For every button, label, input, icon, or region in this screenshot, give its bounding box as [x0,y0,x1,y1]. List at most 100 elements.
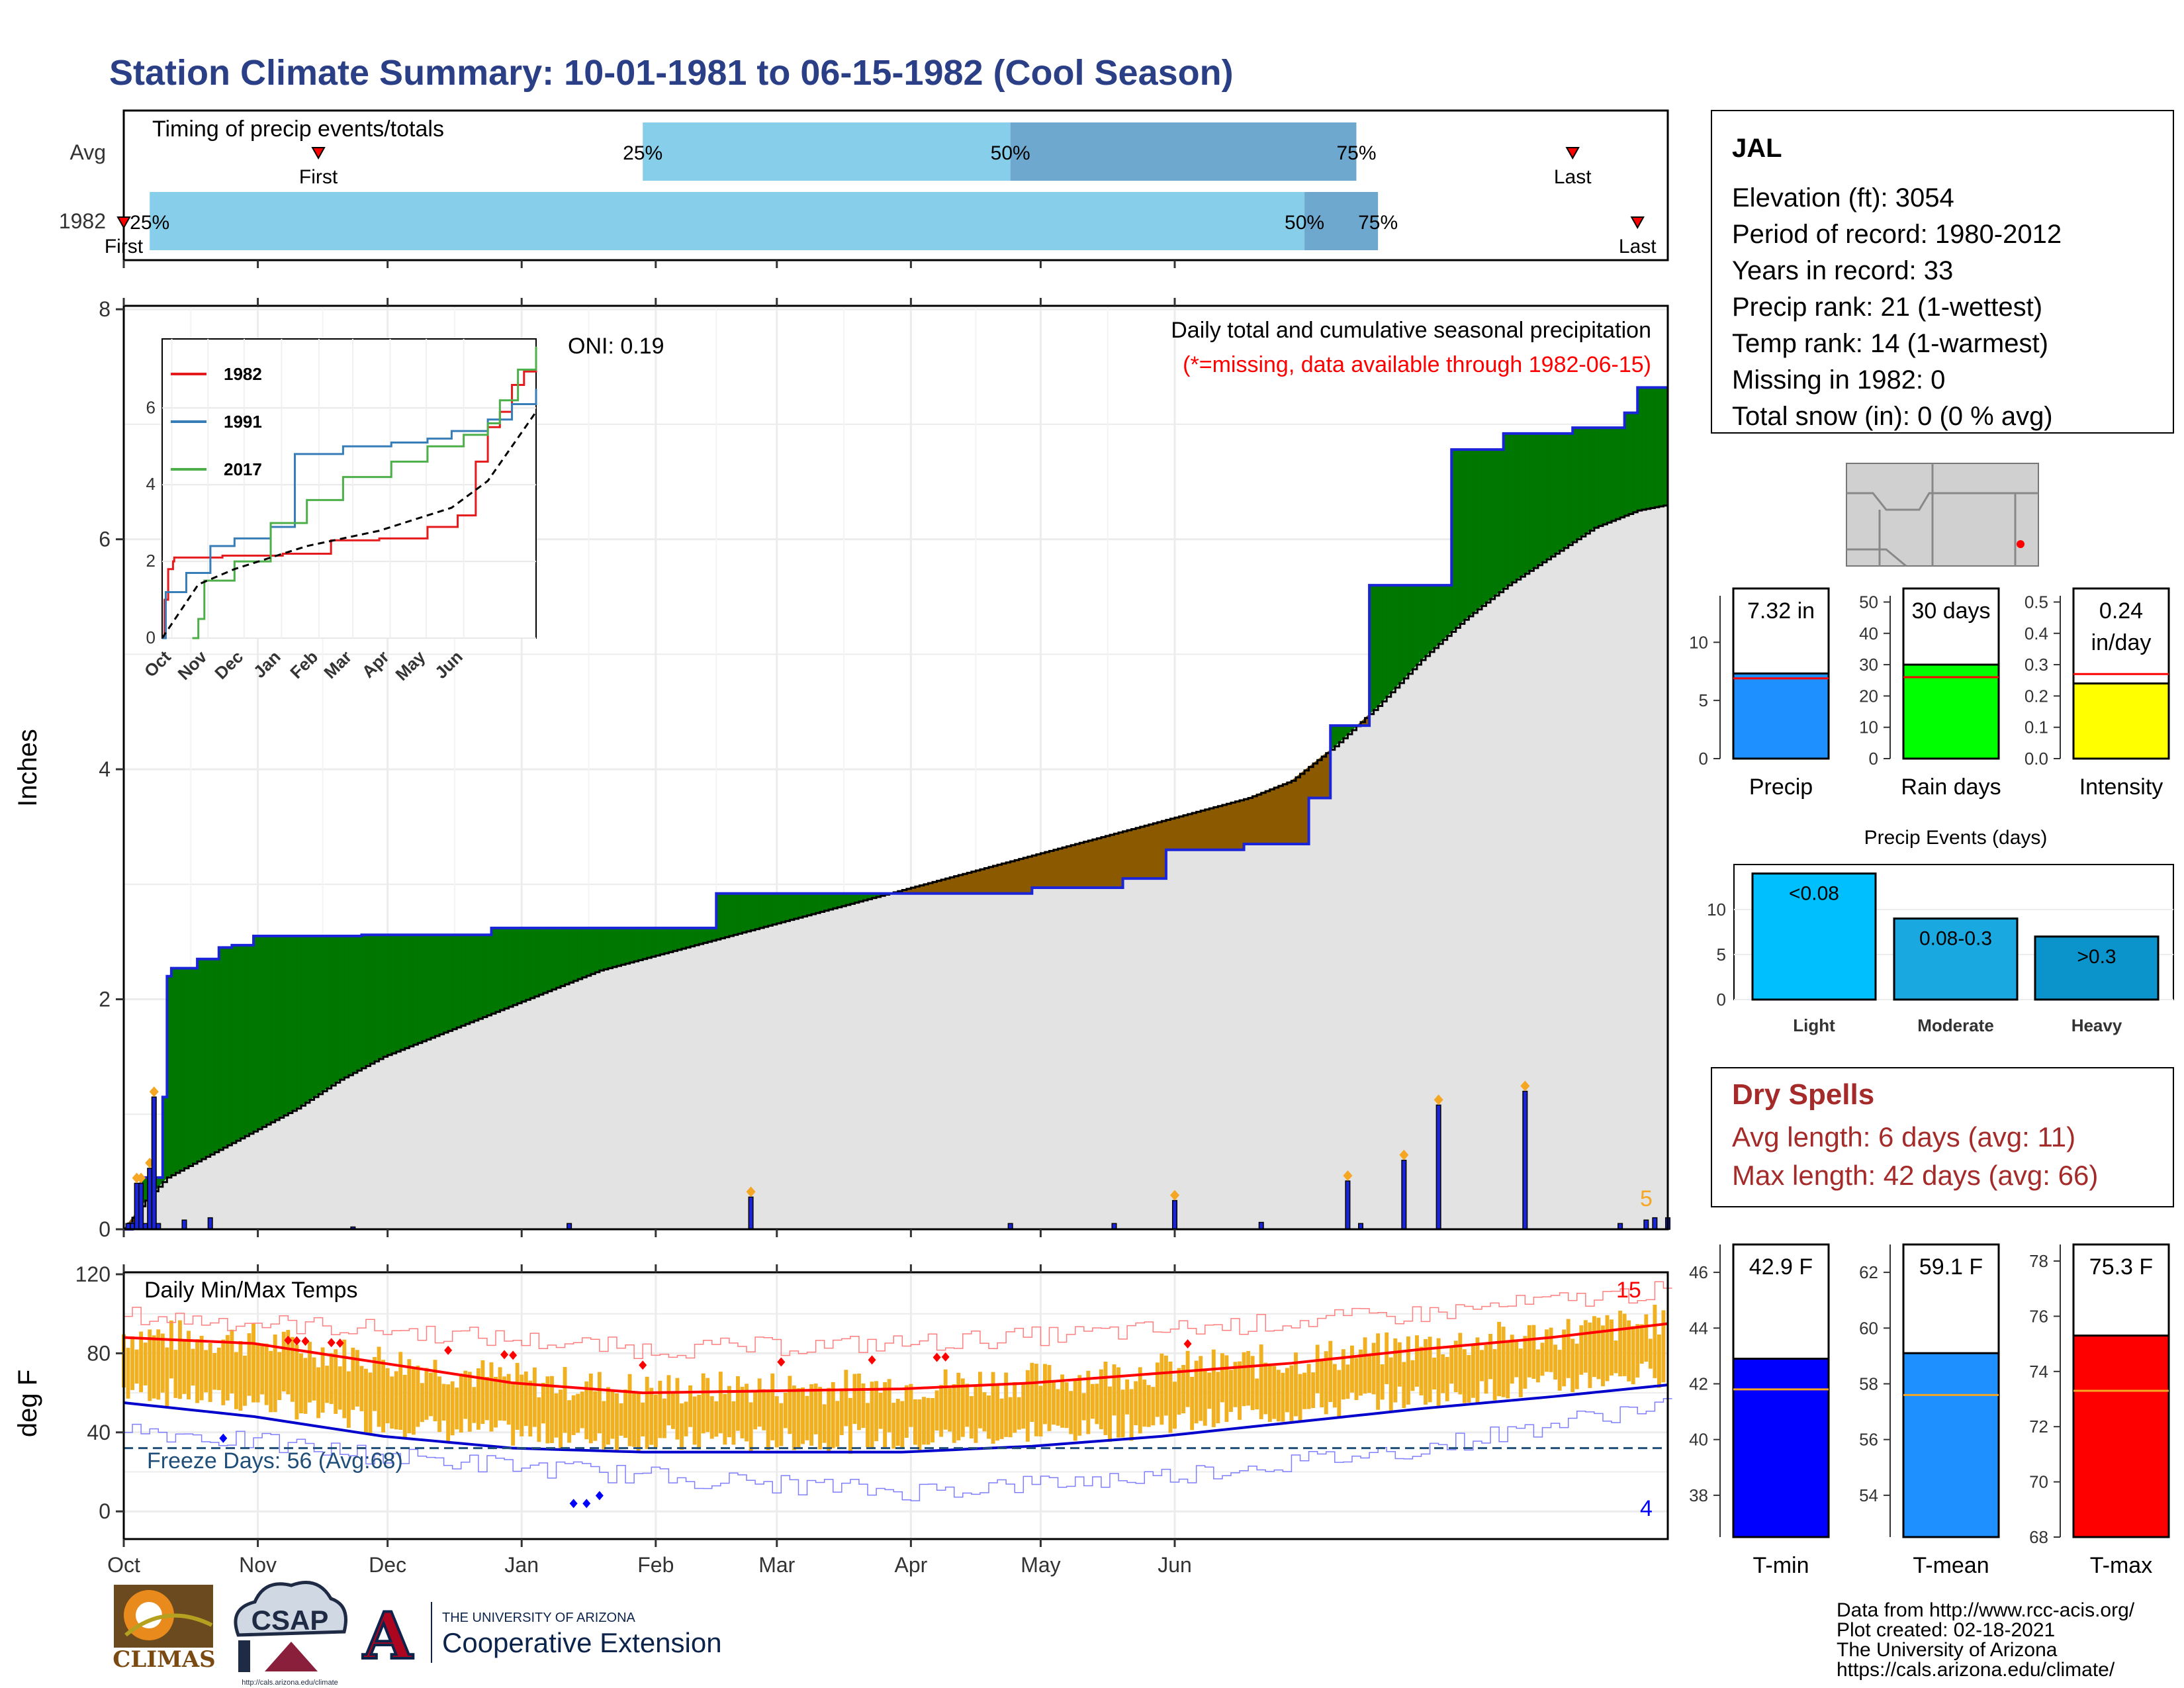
heavy-event-marker [1170,1190,1180,1201]
summary-tick-label: 74 [2029,1362,2048,1382]
cumulative-difference-segment [1170,817,1175,851]
temp-daily-bar [450,1381,455,1436]
station-info-box: JAL Elevation (ft): 3054 Period of recor… [1711,110,2174,434]
temp-daily-bar [316,1367,321,1419]
timing-pct-label: 75% [1336,142,1376,164]
temp-daily-bar [243,1355,247,1406]
cumulative-difference-segment [1062,845,1068,888]
temp-daily-bar [264,1343,269,1405]
precip-event-label: Light [1793,1015,1835,1035]
cumulative-difference-segment [218,947,224,1150]
cumulative-difference-segment [1256,792,1262,845]
temp-ytick-label: 40 [87,1421,111,1444]
temp-daily-bar [523,1371,528,1427]
cumulative-difference-segment [469,934,475,1023]
temp-daily-bar [1064,1382,1069,1429]
temp-daily-bar [978,1372,982,1429]
temp-daily-bar [857,1374,861,1430]
cumulative-difference-segment [629,927,635,963]
temp-daily-bar [987,1395,991,1439]
timing-pct-label: 75% [1358,212,1398,234]
temp-daily-bar [1108,1386,1112,1442]
temp-daily-bar [467,1372,472,1432]
summary-tick-label: 30 [1859,655,1878,675]
temp-daily-bar [295,1344,299,1420]
cumulative-difference-segment [976,868,981,894]
temp-daily-bar [480,1360,485,1425]
temp-daily-bar [1506,1340,1510,1399]
cumulative-difference-segment [452,934,457,1030]
cumulative-difference-segment [244,945,250,1137]
cumulative-difference-segment [439,934,444,1035]
precip-ytick-label: 6 [99,528,111,551]
cumulative-difference-segment [647,927,652,959]
temp-daily-bar [770,1373,775,1440]
cumulative-difference-segment [547,927,553,992]
cumulative-difference-segment [236,945,241,1141]
heavy-event-marker [1343,1170,1353,1182]
temp-daily-bar [1397,1342,1402,1387]
record-high-marker [336,1338,344,1348]
cumulative-difference-segment [772,893,778,925]
cumulative-difference-segment [1044,850,1050,888]
temp-daily-bar [281,1331,286,1391]
temp-daily-bar [476,1368,480,1430]
cumulative-difference-segment [984,867,989,894]
temp-daily-bar [1562,1329,1567,1387]
temp-daily-bar [1627,1320,1631,1382]
temp-daily-bar [774,1396,779,1448]
cumulative-difference-segment [819,893,825,913]
cumulative-1982-line [124,386,1668,1231]
temp-daily-bar [1155,1362,1160,1417]
temp-daily-bar [351,1347,355,1410]
cumulative-difference-segment [314,935,319,1098]
temp-daily-bar [247,1333,251,1396]
temp-daily-bar [1203,1370,1207,1426]
temp-daily-bar [1462,1349,1467,1403]
ua-logo-line1: THE UNIVERSITY OF ARIZONA [442,1611,636,1625]
temp-daily-bar [1306,1364,1311,1409]
summary-bar-value: 42.9 F [1749,1254,1813,1280]
temp-daily-bar [173,1350,178,1398]
cumulative-difference-segment [1230,801,1236,851]
cumulative-difference-segment [534,927,539,997]
temp-daily-bar [1160,1353,1164,1425]
cumulative-difference-segment [1183,814,1189,851]
cumulative-difference-segment [1066,845,1071,888]
temp-daily-bar [1471,1344,1475,1398]
cumulative-difference-segment [379,934,384,1060]
cumulative-difference-segment [1555,433,1561,555]
temp-daily-bar [342,1339,347,1419]
cumulative-difference-segment [361,934,367,1069]
temp-daily-bar [554,1393,559,1438]
cumulative-difference-segment [971,870,976,894]
temp-daily-bar [632,1391,637,1447]
temp-daily-bar [1207,1372,1212,1409]
cumulative-difference-segment [651,927,657,957]
temp-daily-bar [191,1348,195,1386]
station-period: Period of record: 1980-2012 [1732,220,2062,249]
cumulative-difference-segment [672,927,678,952]
inset-ytick-label: 4 [146,474,156,494]
summary-bar-fill [1732,1358,1830,1538]
footer-url: https://cals.arizona.edu/climate/ [1837,1659,2115,1681]
temp-daily-bar [472,1387,477,1423]
heavy-event-marker [149,1086,159,1098]
temp-daily-bar [429,1372,433,1417]
summary-tick-label: 42 [1689,1374,1708,1393]
summary-bar-label: Rain days [1901,774,2001,800]
cumulative-difference-segment [1655,387,1660,508]
timing-bar-1982-q1 [150,192,1305,250]
temp-daily-bar [502,1376,507,1421]
cumulative-difference-segment [1287,780,1292,845]
temp-daily-bar [1601,1325,1605,1387]
cumulative-difference-segment [1101,835,1106,888]
temp-daily-bar [788,1376,792,1434]
temp-daily-bar [420,1383,424,1423]
cumulative-difference-segment [1477,449,1482,610]
cumulative-difference-segment [1602,427,1608,525]
temp-daily-bar [627,1374,632,1446]
footer-university: The University of Arizona [1837,1639,2058,1661]
cumulative-difference-segment [1377,585,1383,707]
temp-daily-bar [498,1367,502,1421]
